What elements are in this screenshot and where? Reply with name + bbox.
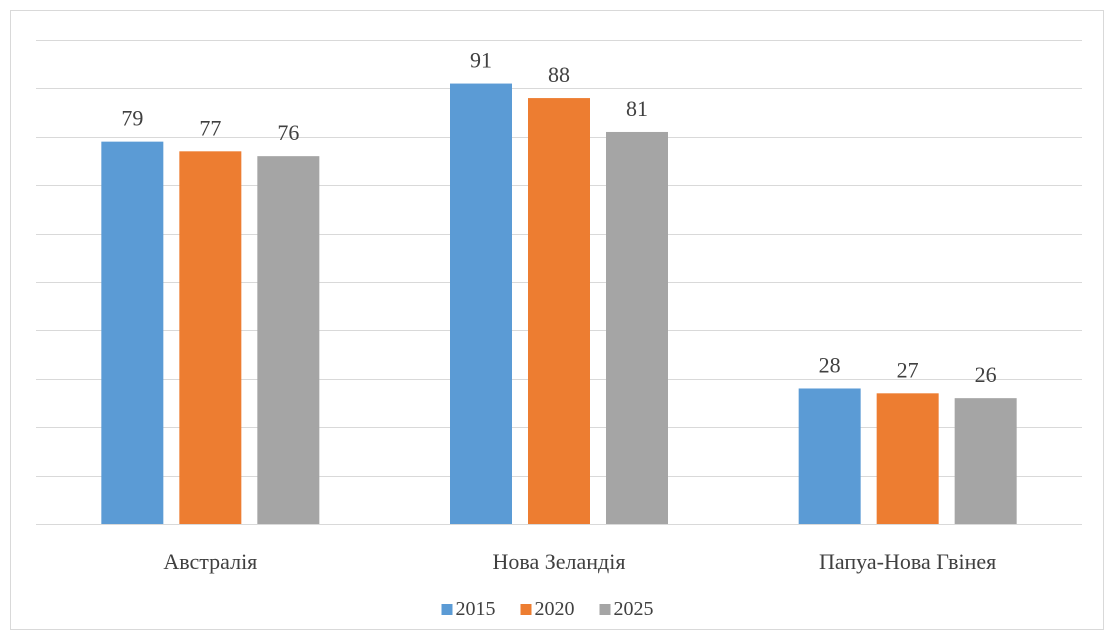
category-label: Австралія — [163, 549, 257, 574]
bars — [101, 83, 1017, 524]
bar-2020-2 — [528, 98, 590, 524]
bar-2015-3 — [798, 388, 861, 524]
data-label: 91 — [470, 48, 492, 73]
category-labels: Австралія Нова Зеландія Папуа-Нова Гвінея — [163, 549, 996, 574]
legend-label: 2020 — [535, 598, 575, 620]
data-labels: 79 77 76 91 88 81 28 27 26 — [121, 48, 996, 388]
data-label: 27 — [897, 357, 919, 382]
legend-swatch — [441, 604, 453, 615]
bar-2025-1 — [257, 156, 320, 524]
category-label: Папуа-Нова Гвінея — [819, 549, 996, 574]
legend: 2015 2020 2025 — [441, 598, 654, 620]
data-label: 79 — [121, 106, 143, 131]
data-label: 88 — [548, 62, 570, 87]
bar-2020-1 — [179, 151, 242, 524]
bar-2025-2 — [606, 131, 668, 524]
data-label: 77 — [199, 115, 221, 140]
data-label: 81 — [626, 96, 648, 121]
legend-label: 2015 — [456, 598, 496, 620]
legend-swatch — [520, 604, 532, 615]
legend-label: 2025 — [614, 598, 654, 620]
bar-2015-1 — [101, 141, 164, 524]
category-label: Нова Зеландія — [493, 549, 626, 574]
data-label: 26 — [975, 362, 997, 387]
data-label: 28 — [819, 352, 841, 377]
bar-2015-2 — [450, 83, 512, 524]
data-label: 76 — [277, 120, 299, 145]
bar-2025-3 — [954, 398, 1017, 524]
legend-swatch — [599, 604, 611, 615]
bar-2020-3 — [876, 393, 939, 524]
